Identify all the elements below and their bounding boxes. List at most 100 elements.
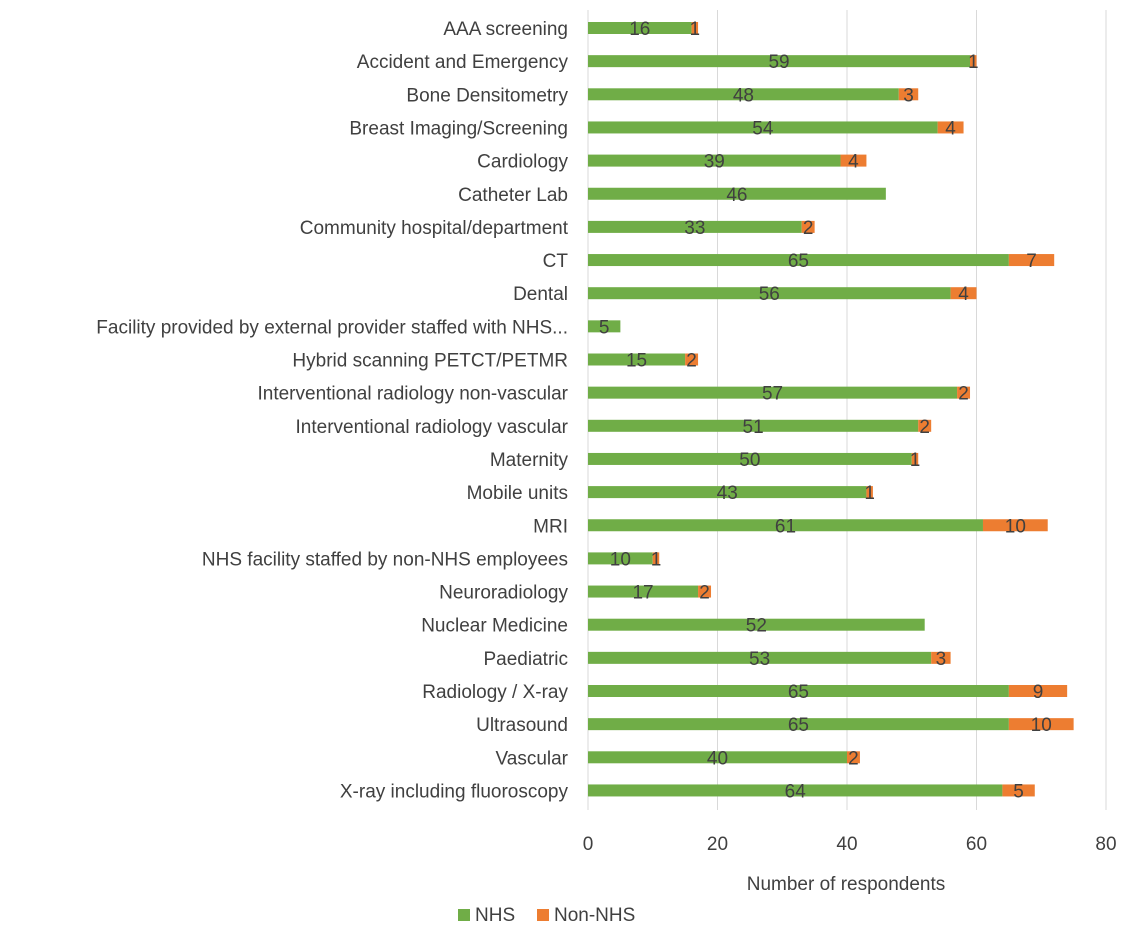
- data-label-nhs: 65: [788, 682, 809, 703]
- bar-nhs: [588, 187, 886, 200]
- x-tick-label: 60: [966, 834, 987, 855]
- data-label-non-nhs: 5: [1013, 781, 1024, 802]
- bar-non-nhs: [801, 220, 815, 233]
- bar-non-nhs: [970, 55, 977, 68]
- bar-nhs: [588, 651, 932, 664]
- category-label: Hybrid scanning PETCT/PETMR: [292, 351, 568, 372]
- category-label: Interventional radiology vascular: [296, 417, 569, 438]
- category-label: Mobile units: [467, 483, 568, 504]
- category-label: Dental: [513, 284, 568, 305]
- bar-nhs: [588, 254, 1009, 267]
- bar-nhs: [588, 287, 951, 300]
- data-label-nhs: 65: [788, 715, 809, 736]
- category-label: Maternity: [490, 450, 569, 471]
- data-label-nhs: 56: [759, 284, 780, 305]
- data-label-nhs: 48: [733, 85, 754, 106]
- bar-non-nhs: [957, 386, 971, 399]
- data-label-nhs: 57: [762, 384, 783, 405]
- bar-nhs: [588, 552, 653, 565]
- data-label-nhs: 53: [749, 649, 770, 670]
- data-label-nhs: 54: [752, 118, 774, 139]
- category-label: Radiology / X-ray: [422, 682, 568, 703]
- bar-nhs: [588, 718, 1009, 731]
- bar-non-nhs: [840, 154, 867, 167]
- bar-nhs: [588, 685, 1009, 697]
- data-label-nhs: 43: [717, 483, 738, 504]
- bar-non-nhs: [1002, 784, 1035, 797]
- bar-nhs: [588, 154, 841, 167]
- category-label: Breast Imaging/Screening: [349, 118, 568, 139]
- data-label-nhs: 17: [632, 583, 653, 604]
- data-label-non-nhs: 1: [690, 19, 701, 40]
- category-label: Facility provided by external provider s…: [96, 317, 568, 338]
- bar-non-nhs: [931, 651, 951, 664]
- data-label-non-nhs: 4: [848, 152, 859, 173]
- legend: NHS Non-NHS: [458, 905, 635, 926]
- bars: [588, 22, 1074, 797]
- data-label-non-nhs: 7: [1026, 251, 1037, 272]
- legend-label: Non-NHS: [554, 905, 635, 926]
- data-label-non-nhs: 10: [1031, 715, 1052, 736]
- x-axis-title: Number of respondents: [747, 874, 946, 895]
- x-tick-labels: 0 20 40 60 80: [583, 834, 1117, 855]
- category-label: CT: [543, 251, 569, 272]
- category-label: Community hospital/department: [300, 218, 569, 239]
- bar-nhs: [588, 452, 912, 465]
- bar-nhs: [588, 618, 925, 631]
- bar-nhs: [588, 419, 919, 432]
- bar-nhs: [588, 386, 958, 399]
- bar-nhs: [588, 121, 938, 134]
- bar-non-nhs: [847, 751, 860, 764]
- data-label-non-nhs: 2: [803, 218, 814, 239]
- category-label: X-ray including fluoroscopy: [340, 781, 569, 802]
- bar-nhs: [588, 784, 1003, 797]
- bar-non-nhs: [950, 287, 977, 300]
- data-label-nhs: 15: [626, 351, 647, 372]
- bar-nhs: [588, 320, 621, 333]
- x-tick-label: 20: [707, 834, 728, 855]
- data-label-non-nhs: 3: [936, 649, 947, 670]
- category-label: MRI: [533, 516, 568, 537]
- bar-non-nhs: [911, 452, 919, 465]
- data-label-non-nhs: 3: [903, 85, 914, 106]
- x-tick-label: 80: [1095, 834, 1116, 855]
- data-label-non-nhs: 4: [958, 284, 969, 305]
- data-label-non-nhs: 1: [910, 450, 921, 471]
- bar-non-nhs: [652, 552, 660, 565]
- category-label: Accident and Emergency: [357, 52, 569, 73]
- data-label-nhs: 33: [684, 218, 705, 239]
- gridlines: [587, 10, 1107, 810]
- legend-label: NHS: [475, 905, 515, 926]
- category-label: Neuroradiology: [439, 583, 568, 604]
- category-label: Vascular: [495, 748, 568, 769]
- bar-nhs: [588, 220, 802, 233]
- bar-non-nhs: [982, 519, 1048, 532]
- bar-non-nhs: [691, 22, 699, 34]
- data-label-nhs: 5: [599, 317, 610, 338]
- data-label-nhs: 59: [768, 52, 789, 73]
- data-label-non-nhs: 2: [686, 351, 697, 372]
- data-label-non-nhs: 2: [848, 748, 859, 769]
- data-label-nhs: 61: [775, 516, 796, 537]
- bar-non-nhs: [898, 88, 919, 101]
- bar-nhs: [588, 585, 699, 598]
- data-label-non-nhs: 1: [864, 483, 875, 504]
- bar-non-nhs: [1008, 685, 1068, 697]
- category-labels: AAA screening Accident and Emergency Bone …: [96, 19, 568, 802]
- data-label-non-nhs: 1: [651, 549, 662, 570]
- category-label: Ultrasound: [476, 715, 568, 736]
- data-label-non-nhs: 4: [945, 118, 956, 139]
- data-label-non-nhs: 1: [968, 52, 979, 73]
- bar-non-nhs: [918, 419, 932, 432]
- bar-nhs: [588, 751, 847, 764]
- data-label-nhs: 64: [785, 781, 807, 802]
- bar-nhs: [588, 353, 686, 366]
- category-label: Interventional radiology non-vascular: [257, 384, 568, 405]
- data-label-non-nhs: 2: [958, 384, 969, 405]
- bar-non-nhs: [937, 121, 964, 134]
- data-label-nhs: 39: [704, 152, 725, 173]
- bar-non-nhs: [698, 585, 712, 598]
- bar-non-nhs: [1008, 254, 1055, 267]
- data-label-non-nhs: 2: [919, 417, 930, 438]
